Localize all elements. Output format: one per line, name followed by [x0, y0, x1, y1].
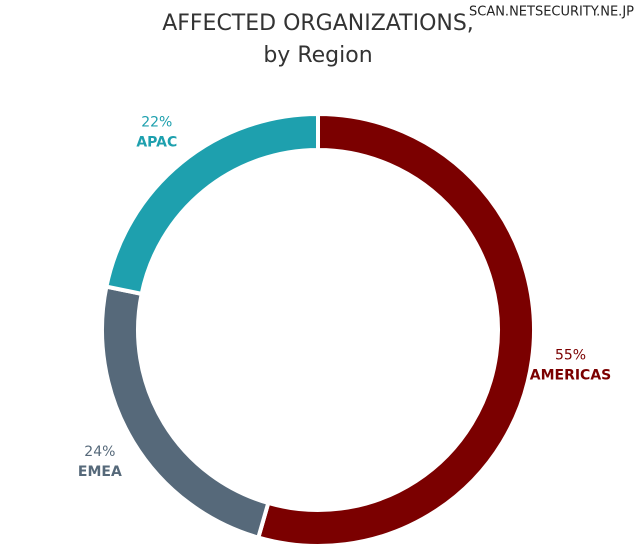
- category-label: AMERICAS: [530, 368, 612, 384]
- chart-subtitle: by Region: [263, 43, 372, 68]
- watermark: SCAN.NETSECURITY.NE.JP: [469, 5, 634, 20]
- chart-title: AFFECTED ORGANIZATIONS,: [162, 11, 474, 36]
- value-label: 22%: [141, 114, 172, 130]
- slice: [104, 111, 320, 297]
- category-label: APAC: [136, 134, 177, 150]
- category-label: EMEA: [78, 464, 122, 480]
- slice: [255, 111, 537, 548]
- slice: [100, 284, 271, 541]
- value-label: 24%: [84, 444, 115, 460]
- value-label: 55%: [555, 348, 586, 364]
